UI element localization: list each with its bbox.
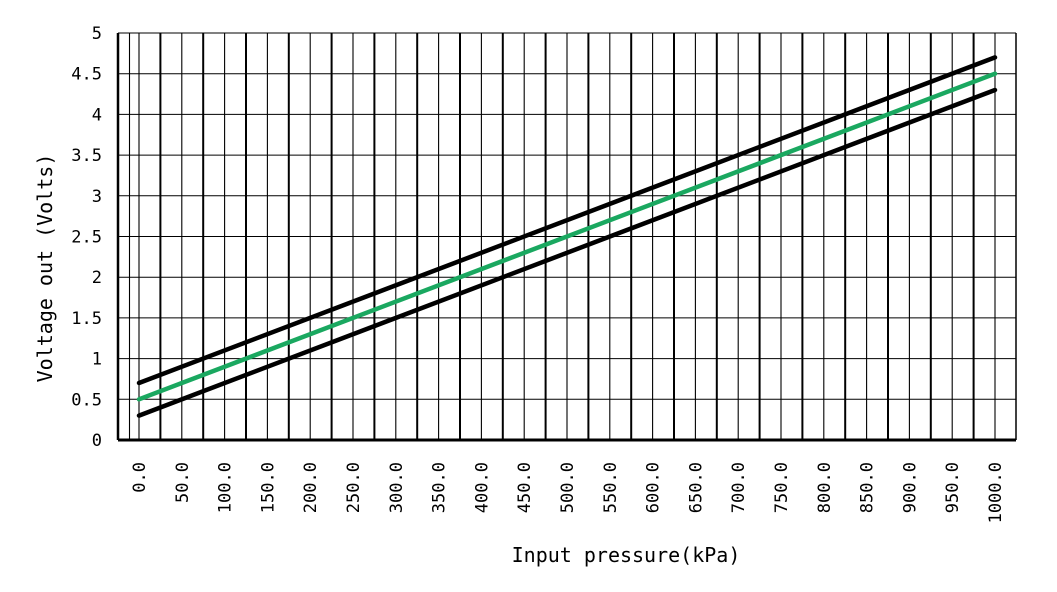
x-tick-label: 150.0 bbox=[258, 462, 278, 513]
y-tick-label: 1 bbox=[92, 350, 102, 370]
x-tick-label: 250.0 bbox=[344, 462, 364, 513]
x-tick-label: 950.0 bbox=[943, 462, 963, 513]
x-tick-label: 650.0 bbox=[686, 462, 706, 513]
x-tick-label: 0.0 bbox=[130, 462, 150, 493]
y-tick-label: 4 bbox=[92, 105, 102, 125]
x-tick-label: 550.0 bbox=[601, 462, 621, 513]
x-tick-label: 400.0 bbox=[472, 462, 492, 513]
y-tick-labels: 0 0.5 1 1.5 2 2.5 3 3.5 4 4.5 5 bbox=[71, 24, 102, 451]
x-tick-labels: 0.0 50.0 100.0 150.0 200.0 250.0 300.0 350.0 400… bbox=[130, 462, 1006, 523]
y-tick-label: 3 bbox=[92, 187, 102, 207]
y-tick-label: 0.5 bbox=[71, 390, 102, 410]
x-tick-label: 800.0 bbox=[815, 462, 835, 513]
x-tick-label: 700.0 bbox=[729, 462, 749, 513]
y-tick-label: 2 bbox=[92, 268, 102, 288]
axes bbox=[116, 32, 1017, 442]
x-tick-label: 1000.0 bbox=[986, 462, 1006, 523]
x-tick-label: 200.0 bbox=[301, 462, 321, 513]
x-tick-label: 850.0 bbox=[858, 462, 878, 513]
series-line-3 bbox=[136, 87, 998, 418]
series-line-2 bbox=[136, 71, 998, 402]
x-axis-title: Input pressure(kPa) bbox=[512, 543, 741, 567]
x-tick-label: 350.0 bbox=[430, 462, 450, 513]
series-line-1 bbox=[136, 55, 998, 386]
x-tick-label: 300.0 bbox=[387, 462, 407, 513]
y-tick-label: 0 bbox=[92, 431, 102, 451]
y-tick-label: 4.5 bbox=[71, 65, 102, 85]
y-tick-label: 2.5 bbox=[71, 228, 102, 248]
x-tick-label: 50.0 bbox=[173, 462, 193, 503]
x-tick-label: 750.0 bbox=[772, 462, 792, 513]
x-tick-label: 600.0 bbox=[644, 462, 664, 513]
x-tick-label: 500.0 bbox=[558, 462, 578, 513]
x-tick-label: 100.0 bbox=[216, 462, 236, 513]
series-lines bbox=[136, 55, 998, 418]
y-tick-label: 5 bbox=[92, 24, 102, 44]
y-tick-label: 3.5 bbox=[71, 146, 102, 166]
x-tick-label: 900.0 bbox=[900, 462, 920, 513]
x-tick-label: 450.0 bbox=[515, 462, 535, 513]
y-axis-title: Voltage out (Volts) bbox=[33, 154, 57, 383]
y-tick-label: 1.5 bbox=[71, 309, 102, 329]
grid bbox=[118, 32, 1016, 441]
